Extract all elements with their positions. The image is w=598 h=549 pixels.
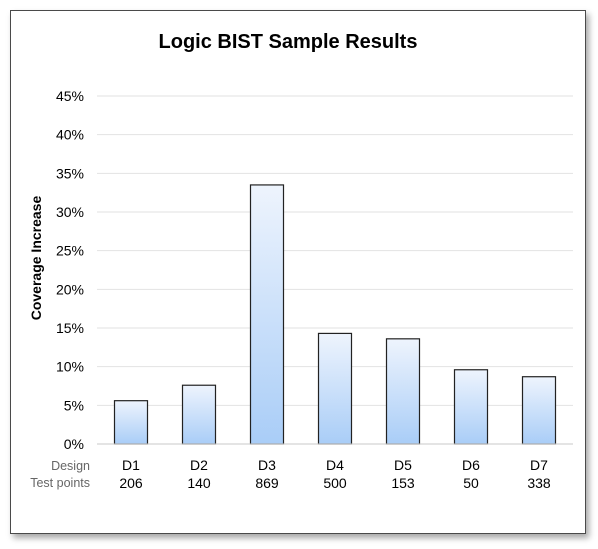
bar-d4 <box>317 332 353 445</box>
y-axis-label: Coverage Increase <box>28 196 44 321</box>
test-point-label: 50 <box>463 475 479 491</box>
bar-d1 <box>113 400 149 445</box>
y-tick-label: 25% <box>56 243 84 259</box>
bar-d5 <box>385 338 421 445</box>
category-label: D7 <box>530 457 548 473</box>
category-label: D6 <box>462 457 480 473</box>
row-label-test-points: Test points <box>30 476 90 490</box>
y-tick-label: 20% <box>56 281 84 297</box>
category-label: D3 <box>258 457 276 473</box>
bar-chart: Logic BIST Sample Results Coverage Incre… <box>28 31 573 491</box>
y-tick-label: 5% <box>64 397 84 413</box>
test-point-label: 338 <box>527 475 551 491</box>
test-point-label: 206 <box>119 475 143 491</box>
chart-title: Logic BIST Sample Results <box>159 31 418 53</box>
test-point-label: 500 <box>323 475 347 491</box>
bars <box>113 184 557 445</box>
y-tick-label: 10% <box>56 359 84 375</box>
category-labels: D1 D2 D3 D4 D5 D6 D7 <box>122 457 548 473</box>
y-tick-label: 40% <box>56 127 84 143</box>
bar-d2 <box>181 384 217 445</box>
category-label: D4 <box>326 457 344 473</box>
y-tick-label: 15% <box>56 320 84 336</box>
y-tick-label: 45% <box>56 88 84 104</box>
test-point-label: 140 <box>187 475 211 491</box>
category-label: D2 <box>190 457 208 473</box>
bar-d6 <box>453 369 489 445</box>
bar-d7 <box>521 376 557 445</box>
category-label: D5 <box>394 457 412 473</box>
y-tick-label: 30% <box>56 204 84 220</box>
test-point-label: 153 <box>391 475 415 491</box>
test-point-label: 869 <box>255 475 279 491</box>
test-point-labels: 206 140 869 500 153 50 338 <box>119 475 551 491</box>
y-tick-label: 0% <box>64 436 84 452</box>
row-label-design: Design <box>51 459 90 473</box>
category-label: D1 <box>122 457 140 473</box>
y-tick-label: 35% <box>56 165 84 181</box>
chart-frame: Logic BIST Sample Results Coverage Incre… <box>10 10 586 534</box>
gridlines <box>97 95 573 406</box>
y-axis-ticks: 0% 5% 10% 15% 20% 25% 30% 35% 40% 45% <box>56 88 84 452</box>
bar-d3 <box>249 184 285 445</box>
